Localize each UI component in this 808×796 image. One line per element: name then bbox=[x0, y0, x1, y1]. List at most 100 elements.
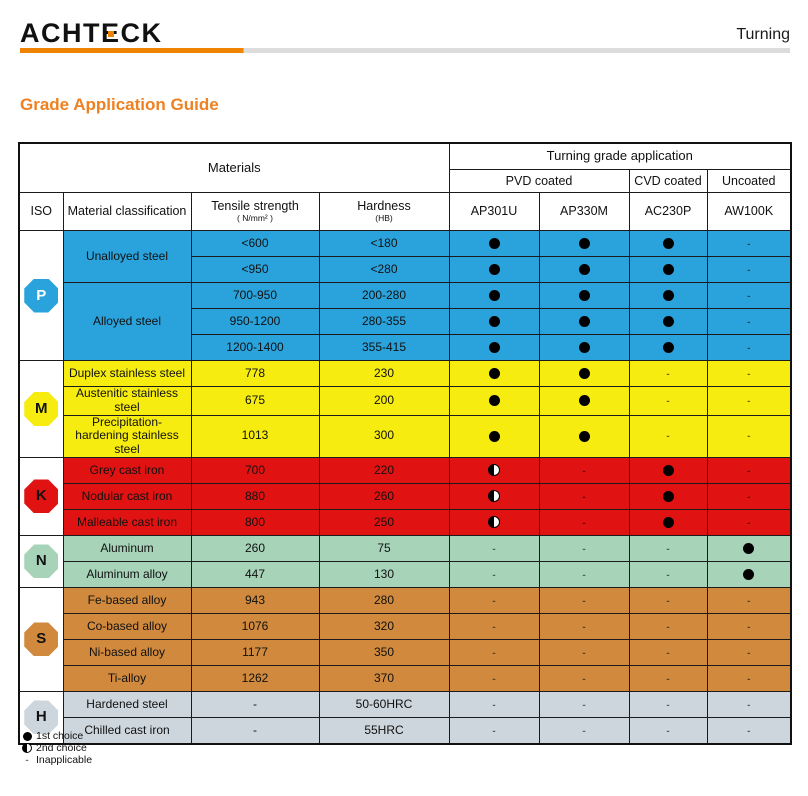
table-row: Ni-based alloy 1177 350 - - - - bbox=[19, 638, 792, 666]
grade-mark-cell: - bbox=[706, 482, 792, 510]
hardness-cell: 370 bbox=[318, 664, 450, 692]
uncoated-header: Uncoated bbox=[706, 169, 792, 193]
grade-mark-cell bbox=[628, 256, 708, 283]
grade-mark-cell bbox=[448, 414, 540, 458]
table-header-row: Materials Turning grade application bbox=[18, 142, 792, 193]
grade-mark-cell bbox=[628, 230, 708, 257]
grade-mark-cell: - bbox=[628, 586, 708, 614]
grade-mark-cell bbox=[448, 230, 540, 257]
hardness-cell: 220 bbox=[318, 456, 450, 484]
grade-mark-cell bbox=[706, 560, 792, 588]
table-row: H Hardened steel - 50-60HRC - - - - bbox=[18, 690, 792, 745]
grade-mark-cell bbox=[538, 230, 630, 257]
iso-m-badge: M bbox=[24, 391, 59, 426]
hardness-cell: 75 bbox=[318, 534, 450, 562]
tensile-cell: 700 bbox=[190, 456, 320, 484]
grade-mark-cell: - bbox=[448, 586, 540, 614]
material-cell: Alloyed steel bbox=[62, 282, 192, 361]
grade-mark-cell bbox=[706, 534, 792, 562]
material-cell: Unalloyed steel bbox=[62, 230, 192, 283]
tensile-cell: 1076 bbox=[190, 612, 320, 640]
grade-mark-cell bbox=[448, 256, 540, 283]
grade-mark-cell: - bbox=[706, 360, 792, 387]
legend-label: 1st choice bbox=[36, 730, 84, 742]
iso-k-badge: K bbox=[24, 479, 59, 514]
grade-application-table: Materials Turning grade application PVD … bbox=[18, 142, 792, 745]
grade-mark-cell bbox=[628, 456, 708, 484]
grade-mark-cell bbox=[628, 308, 708, 335]
grade-mark-cell: - bbox=[706, 612, 792, 640]
hardness-cell: 280 bbox=[318, 586, 450, 614]
classification-header: Material classification bbox=[62, 192, 192, 231]
inapplicable-icon: - bbox=[25, 755, 29, 766]
grade-header-ap330m: AP330M bbox=[538, 192, 630, 231]
grade-mark-cell: - bbox=[448, 612, 540, 640]
table-row: Chilled cast iron - 55HRC - - - - bbox=[19, 716, 792, 745]
cvd-coated-header: CVD coated bbox=[628, 169, 708, 193]
tensile-cell: 1262 bbox=[190, 664, 320, 692]
grade-header-aw100k: AW100K bbox=[706, 192, 792, 231]
hardness-cell: 230 bbox=[318, 360, 450, 387]
grade-mark-cell bbox=[538, 308, 630, 335]
grade-mark-cell: - bbox=[628, 360, 708, 387]
material-cell: Ni-based alloy bbox=[62, 638, 192, 666]
grade-mark-cell: - bbox=[706, 508, 792, 536]
tensile-unit: ( N/mm² ) bbox=[237, 213, 273, 224]
material-cell: Grey cast iron bbox=[62, 456, 192, 484]
material-cell: Malleable cast iron bbox=[62, 508, 192, 536]
grade-mark-cell: - bbox=[628, 716, 708, 745]
grade-mark-cell: - bbox=[706, 308, 792, 335]
material-cell: Co-based alloy bbox=[62, 612, 192, 640]
table-row: P Unalloyed steel <600 <180 - bbox=[18, 230, 792, 361]
hardness-cell: 55HRC bbox=[318, 716, 450, 745]
grade-mark-cell: - bbox=[628, 638, 708, 666]
material-cell: Duplex stainless steel bbox=[62, 360, 192, 387]
tensile-header: Tensile strength ( N/mm² ) bbox=[190, 192, 320, 231]
table-row: Nodular cast iron 880 260 - - bbox=[19, 482, 792, 510]
grade-mark-cell: - bbox=[706, 414, 792, 458]
iso-p-cell: P bbox=[18, 230, 64, 361]
grade-mark-cell: - bbox=[448, 560, 540, 588]
table-row: Alloyed steel 700-950 200-280 - bbox=[19, 282, 792, 361]
tensile-cell: 260 bbox=[190, 534, 320, 562]
grade-mark-cell: - bbox=[538, 586, 630, 614]
table-row: K Grey cast iron 700 220 - - bbox=[18, 456, 792, 536]
iso-h-badge: H bbox=[24, 700, 59, 735]
table-row: Austenitic stainless steel 675 200 - - bbox=[19, 386, 792, 416]
tensile-cell: 943 bbox=[190, 586, 320, 614]
grade-mark-cell bbox=[628, 334, 708, 361]
iso-n-badge: N bbox=[24, 544, 59, 579]
table-row: <950 <280 - bbox=[19, 256, 792, 283]
grade-mark-cell: - bbox=[706, 256, 792, 283]
grade-mark-cell bbox=[628, 482, 708, 510]
grade-mark-cell: - bbox=[538, 482, 630, 510]
grade-mark-cell bbox=[538, 256, 630, 283]
grade-mark-cell: - bbox=[538, 534, 630, 562]
tensile-cell: 675 bbox=[190, 386, 320, 416]
iso-s-cell: S bbox=[18, 586, 64, 692]
grade-mark-cell bbox=[448, 482, 540, 510]
page-section-label: Turning bbox=[736, 26, 790, 43]
grade-mark-cell: - bbox=[706, 334, 792, 361]
tensile-cell: <950 bbox=[190, 256, 320, 283]
grade-mark-cell: - bbox=[538, 690, 630, 718]
material-cell: Aluminum bbox=[62, 534, 192, 562]
iso-n-cell: N bbox=[18, 534, 64, 588]
grade-mark-cell: - bbox=[706, 456, 792, 484]
grade-mark-cell bbox=[448, 334, 540, 361]
grade-mark-cell: - bbox=[538, 638, 630, 666]
legend: 1st choice 2nd choice - Inapplicable bbox=[18, 730, 92, 766]
grade-mark-cell: - bbox=[538, 664, 630, 692]
tensile-cell: - bbox=[190, 716, 320, 745]
iso-m-cell: M bbox=[18, 360, 64, 458]
hardness-cell: 260 bbox=[318, 482, 450, 510]
grade-mark-cell bbox=[448, 456, 540, 484]
grade-header-ap301u: AP301U bbox=[448, 192, 540, 231]
brand-logo: ACHTECK bbox=[20, 20, 163, 47]
tensile-cell: 447 bbox=[190, 560, 320, 588]
grade-mark-cell: - bbox=[538, 508, 630, 536]
iso-p-badge: P bbox=[24, 278, 59, 313]
table-row: Ti-alloy 1262 370 - - - - bbox=[19, 664, 792, 692]
grade-mark-cell bbox=[448, 360, 540, 387]
hardness-unit: (HB) bbox=[375, 213, 393, 224]
